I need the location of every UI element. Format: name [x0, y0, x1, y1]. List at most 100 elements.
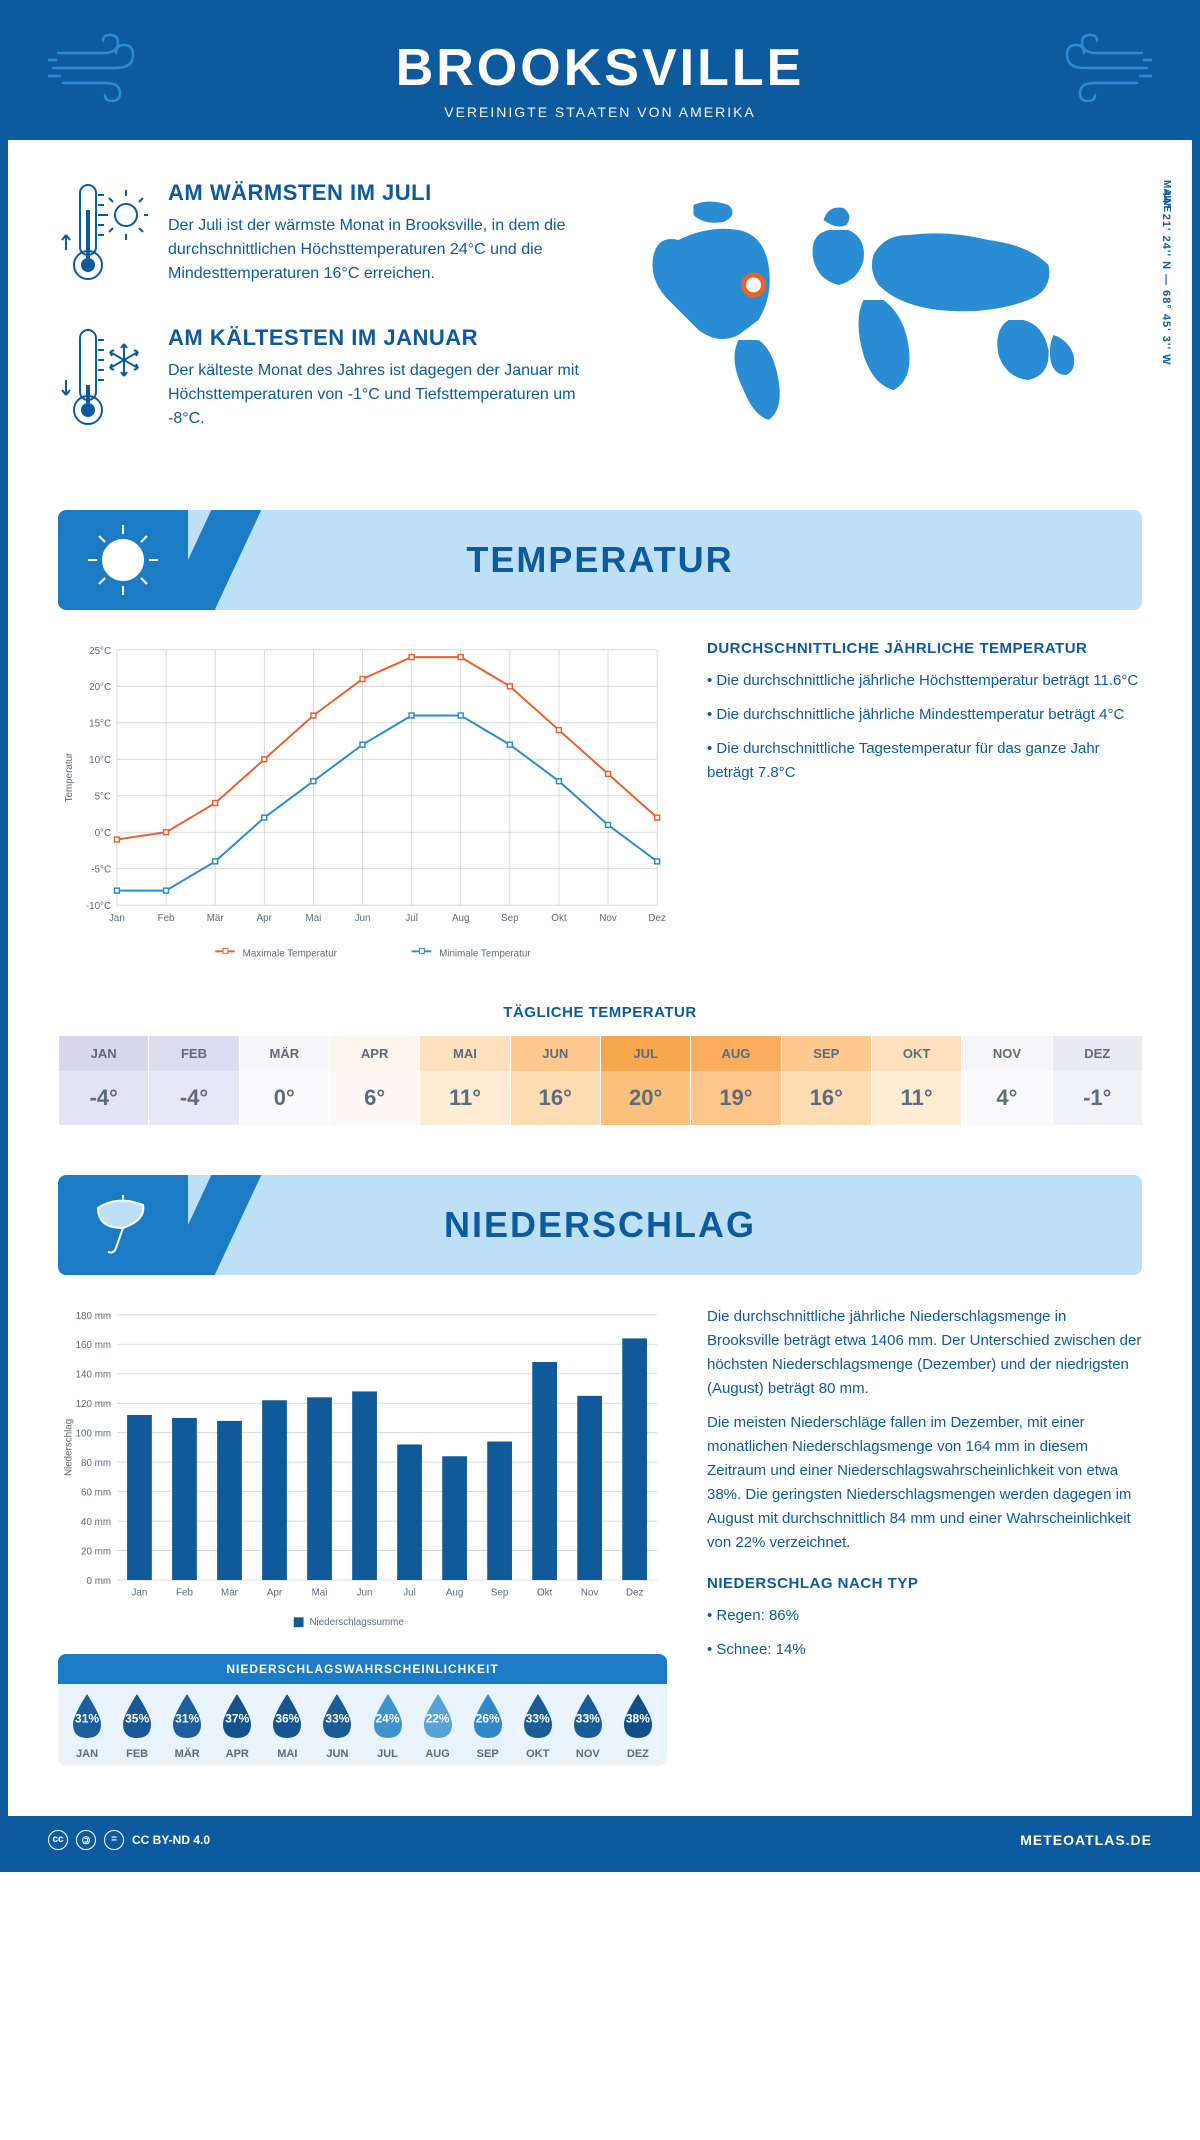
warmest-text: Der Juli ist der wärmste Monat in Brooks…: [168, 214, 585, 286]
city-title: BROOKSVILLE: [28, 38, 1172, 98]
prob-cell: 31% MÄR: [162, 1690, 212, 1760]
prob-cell: 22% AUG: [413, 1690, 463, 1760]
svg-text:Niederschlag: Niederschlag: [64, 1419, 75, 1476]
precip-para-1: Die durchschnittliche jährliche Niedersc…: [707, 1305, 1142, 1401]
daily-temp-table: JAN -4° FEB -4° MÄR 0° APR 6° MAI 11° JU…: [58, 1036, 1142, 1125]
prob-cell: 33% OKT: [513, 1690, 563, 1760]
svg-text:Sep: Sep: [501, 913, 519, 924]
temp-month-cell: MÄR 0°: [239, 1036, 329, 1125]
svg-text:Aug: Aug: [452, 913, 469, 924]
temp-fact-3: • Die durchschnittliche Tagestemperatur …: [707, 737, 1142, 785]
probability-box: NIEDERSCHLAGSWAHRSCHEINLICHKEIT 31% JAN …: [58, 1654, 667, 1766]
svg-text:Jan: Jan: [109, 913, 125, 924]
svg-text:20°C: 20°C: [89, 682, 111, 693]
svg-text:5°C: 5°C: [95, 792, 111, 803]
svg-text:15°C: 15°C: [89, 719, 111, 730]
temp-month-cell: NOV 4°: [961, 1036, 1051, 1125]
svg-text:25°C: 25°C: [89, 646, 111, 657]
svg-text:Jan: Jan: [132, 1588, 148, 1599]
svg-text:Mai: Mai: [305, 913, 321, 924]
precip-rain: • Regen: 86%: [707, 1604, 1142, 1628]
svg-text:Minimale Temperatur: Minimale Temperatur: [439, 948, 531, 959]
temperature-banner: TEMPERATUR: [58, 510, 1142, 610]
warmest-heading: AM WÄRMSTEN IM JULI: [168, 180, 585, 206]
svg-text:Apr: Apr: [257, 913, 273, 924]
site-name: METEOATLAS.DE: [1020, 1832, 1152, 1848]
temp-fact-1: • Die durchschnittliche jährliche Höchst…: [707, 669, 1142, 693]
umbrella-icon: [58, 1175, 188, 1275]
wind-icon: [48, 33, 148, 108]
thermometer-cold-icon: [58, 325, 148, 440]
precip-type-heading: NIEDERSCHLAG NACH TYP: [707, 1575, 1142, 1592]
license-block: cc 🄯 = CC BY-ND 4.0: [48, 1830, 210, 1850]
svg-text:100 mm: 100 mm: [76, 1429, 111, 1440]
svg-text:0°C: 0°C: [95, 828, 111, 839]
svg-text:0 mm: 0 mm: [87, 1576, 112, 1587]
temperature-title: TEMPERATUR: [188, 539, 1142, 581]
svg-text:Jul: Jul: [403, 1588, 416, 1599]
temp-month-cell: OKT 11°: [871, 1036, 961, 1125]
license-text: CC BY-ND 4.0: [132, 1833, 210, 1847]
svg-text:Mär: Mär: [221, 1588, 239, 1599]
coldest-heading: AM KÄLTESTEN IM JANUAR: [168, 325, 585, 351]
thermometer-hot-icon: [58, 180, 148, 295]
svg-text:Jun: Jun: [357, 1588, 373, 1599]
svg-text:Nov: Nov: [581, 1588, 599, 1599]
temp-facts-heading: DURCHSCHNITTLICHE JÄHRLICHE TEMPERATUR: [707, 640, 1142, 657]
svg-text:40 mm: 40 mm: [81, 1517, 111, 1528]
svg-text:Temperatur: Temperatur: [64, 752, 75, 802]
svg-text:Okt: Okt: [537, 1588, 553, 1599]
temp-month-cell: FEB -4°: [148, 1036, 238, 1125]
prob-cell: 33% JUN: [312, 1690, 362, 1760]
coordinates: 44° 21' 24'' N — 68° 45' 3'' W: [1160, 190, 1172, 366]
svg-text:60 mm: 60 mm: [81, 1488, 111, 1499]
temp-month-cell: JUL 20°: [600, 1036, 690, 1125]
page-footer: cc 🄯 = CC BY-ND 4.0 METEOATLAS.DE: [8, 1816, 1192, 1864]
temp-month-cell: SEP 16°: [781, 1036, 871, 1125]
svg-text:Sep: Sep: [491, 1588, 509, 1599]
world-map: MAINE 44° 21' 24'' N — 68° 45' 3'' W: [615, 180, 1142, 470]
temp-month-cell: AUG 19°: [690, 1036, 780, 1125]
svg-text:Mär: Mär: [207, 913, 225, 924]
temperature-chart: -10°C-5°C0°C5°C10°C15°C20°C25°CJanFebMär…: [58, 640, 667, 974]
svg-text:Mai: Mai: [312, 1588, 328, 1599]
coldest-text: Der kälteste Monat des Jahres ist dagege…: [168, 359, 585, 431]
prob-cell: 35% FEB: [112, 1690, 162, 1760]
prob-cell: 36% MAI: [262, 1690, 312, 1760]
prob-cell: 26% SEP: [463, 1690, 513, 1760]
prob-cell: 24% JUL: [362, 1690, 412, 1760]
svg-text:Aug: Aug: [446, 1588, 463, 1599]
svg-text:140 mm: 140 mm: [76, 1370, 111, 1381]
svg-text:Nov: Nov: [599, 913, 617, 924]
precipitation-title: NIEDERSCHLAG: [188, 1204, 1142, 1246]
wind-icon: [1052, 33, 1152, 108]
svg-text:Okt: Okt: [551, 913, 567, 924]
cc-icon: cc: [48, 1830, 68, 1850]
temp-month-cell: JUN 16°: [510, 1036, 600, 1125]
prob-cell: 31% JAN: [62, 1690, 112, 1760]
svg-text:Apr: Apr: [267, 1588, 283, 1599]
daily-temp-title: TÄGLICHE TEMPERATUR: [58, 1004, 1142, 1021]
prob-cell: 37% APR: [212, 1690, 262, 1760]
temp-month-cell: APR 6°: [329, 1036, 419, 1125]
country-subtitle: VEREINIGTE STAATEN VON AMERIKA: [28, 104, 1172, 120]
svg-text:80 mm: 80 mm: [81, 1458, 111, 1469]
temp-month-cell: DEZ -1°: [1052, 1036, 1142, 1125]
precip-para-2: Die meisten Niederschläge fallen im Deze…: [707, 1411, 1142, 1555]
temp-month-cell: JAN -4°: [58, 1036, 148, 1125]
svg-text:Maximale Temperatur: Maximale Temperatur: [243, 948, 338, 959]
svg-text:Niederschlagssumme: Niederschlagssumme: [309, 1617, 404, 1628]
coldest-block: AM KÄLTESTEN IM JANUAR Der kälteste Mona…: [58, 325, 585, 440]
svg-text:20 mm: 20 mm: [81, 1546, 111, 1557]
warmest-block: AM WÄRMSTEN IM JULI Der Juli ist der wär…: [58, 180, 585, 295]
temp-month-cell: MAI 11°: [419, 1036, 509, 1125]
svg-text:Dez: Dez: [626, 1588, 644, 1599]
by-icon: 🄯: [76, 1830, 96, 1850]
svg-text:-10°C: -10°C: [86, 901, 111, 912]
svg-text:180 mm: 180 mm: [76, 1311, 111, 1322]
temp-fact-2: • Die durchschnittliche jährliche Mindes…: [707, 703, 1142, 727]
precipitation-banner: NIEDERSCHLAG: [58, 1175, 1142, 1275]
svg-text:Feb: Feb: [176, 1588, 193, 1599]
page-header: BROOKSVILLE VEREINIGTE STAATEN VON AMERI…: [8, 8, 1192, 140]
svg-text:Jun: Jun: [355, 913, 371, 924]
